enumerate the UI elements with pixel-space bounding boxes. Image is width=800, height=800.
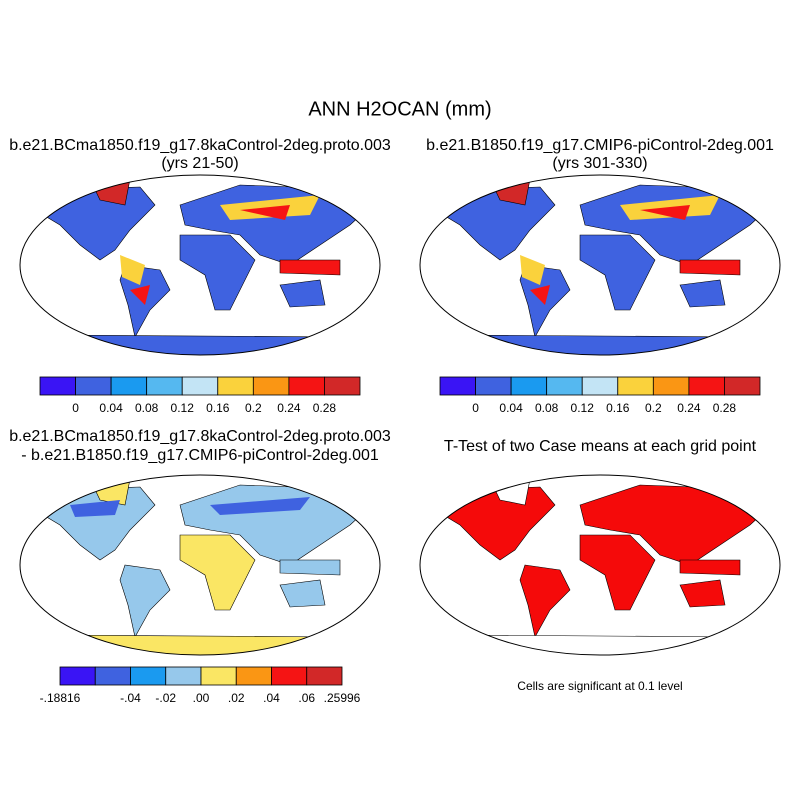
colorbar-box: [271, 666, 308, 686]
colorbar-box: [235, 666, 272, 686]
colorbar-box: [475, 376, 512, 396]
colorbar-box: [94, 666, 131, 686]
colorbar-label: 0.04: [499, 401, 523, 415]
colorbar-box: [200, 666, 237, 686]
colorbar-box: [288, 376, 325, 396]
map-panel-1: [19, 174, 381, 356]
colorbar-box: [165, 666, 202, 686]
colorbar-label: 0.28: [713, 401, 737, 415]
map-panel-2: [419, 174, 781, 356]
panel-subtitle: (yrs 21-50): [161, 155, 238, 172]
colorbar-label: -.18816: [40, 691, 81, 705]
colorbar-box: [546, 376, 583, 396]
colorbar-label: -.02: [155, 691, 176, 705]
colorbar-label: 0.28: [313, 401, 337, 415]
colorbar-box: [652, 376, 690, 396]
colorbar-label: .06: [298, 691, 315, 705]
colorbar-label: 0: [72, 401, 79, 415]
figure-title: ANN H2OCAN (mm): [308, 98, 491, 120]
colorbar-box: [617, 376, 654, 396]
colorbar-label: .00: [193, 691, 210, 705]
colorbar-box: [252, 376, 290, 396]
colorbar-label: 0.16: [606, 401, 630, 415]
panel-title: b.e21.B1850.f19_g17.CMIP6-piControl-2deg…: [426, 137, 774, 154]
colorbar-box: [146, 376, 183, 396]
colorbar-label: .02: [228, 691, 245, 705]
colorbar-box: [39, 376, 76, 396]
colorbar-label: 0.2: [645, 401, 662, 415]
map-panel-3: [19, 474, 381, 656]
colorbar-label: .25996: [324, 691, 361, 705]
colorbar-box: [306, 666, 343, 686]
colorbar-box: [724, 376, 761, 396]
colorbar-label: 0.04: [99, 401, 123, 415]
panel-title: b.e21.BCma1850.f19_g17.8kaControl-2deg.p…: [9, 428, 391, 445]
colorbar-label: .04: [263, 691, 280, 705]
colorbar-box: [439, 376, 476, 396]
map-panel-4: [419, 474, 781, 656]
colorbar-label: 0.24: [277, 401, 301, 415]
colorbar-label: 0.2: [245, 401, 262, 415]
colorbar-label: -.04: [120, 691, 141, 705]
panel-title: T-Test of two Case means at each grid po…: [444, 438, 757, 455]
panel-subtitle: - b.e21.B1850.f19_g17.CMIP6-piControl-2d…: [21, 447, 379, 464]
colorbar-label: 0.08: [535, 401, 559, 415]
colorbar-box: [181, 376, 219, 396]
colorbar-label: 0: [472, 401, 479, 415]
colorbar-box: [581, 376, 619, 396]
colorbar-box: [59, 666, 96, 686]
colorbar-box: [510, 376, 548, 396]
colorbar-label: 0.12: [171, 401, 195, 415]
panel-subtitle: (yrs 301-330): [552, 155, 647, 172]
colorbar-label: 0.08: [135, 401, 159, 415]
colorbar-box: [217, 376, 254, 396]
panel-title: b.e21.BCma1850.f19_g17.8kaControl-2deg.p…: [9, 137, 391, 154]
colorbar-label: 0.16: [206, 401, 230, 415]
colorbar-box: [110, 376, 148, 396]
colorbar-label: 0.24: [677, 401, 701, 415]
colorbar-box: [75, 376, 112, 396]
colorbar-box: [324, 376, 361, 396]
colorbar-box: [688, 376, 725, 396]
colorbar-box: [130, 666, 167, 686]
colorbar-label: 0.12: [571, 401, 595, 415]
panel-note: Cells are significant at 0.1 level: [517, 679, 682, 693]
